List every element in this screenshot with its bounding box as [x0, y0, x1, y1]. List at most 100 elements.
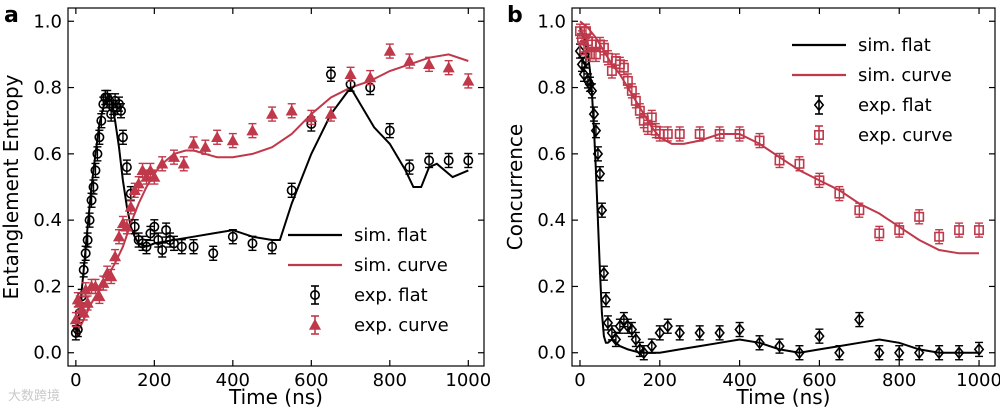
- data-point-exp-flat: [88, 182, 99, 193]
- data-point-exp-flat: [157, 244, 168, 255]
- data-point-exp-flat: [463, 155, 474, 166]
- data-point-exp-flat: [161, 225, 172, 236]
- legend-label: exp. flat: [858, 95, 932, 116]
- data-point-exp-flat: [973, 342, 985, 356]
- y-tick-label: 0.6: [33, 144, 62, 165]
- legend-label: exp. curve: [354, 315, 449, 336]
- data-point-exp-flat: [638, 346, 650, 360]
- data-point-exp-flat: [598, 266, 610, 280]
- data-point-exp-curve: [874, 228, 885, 239]
- x-tick-label: 200: [137, 370, 171, 391]
- y-tick-label: 0.8: [537, 78, 566, 99]
- panel-b-plot-frame: [571, 7, 996, 367]
- y-tick-label: 0.8: [33, 78, 62, 99]
- data-point-exp-curve: [674, 128, 685, 139]
- data-point-exp-curve: [128, 184, 141, 196]
- data-point-exp-curve: [69, 313, 82, 325]
- data-point-exp-curve: [974, 225, 985, 236]
- data-point-exp-flat: [94, 132, 105, 143]
- y-tick-label: 0.0: [537, 343, 566, 364]
- data-point-exp-flat: [96, 115, 107, 126]
- data-point-exp-flat: [694, 326, 705, 340]
- data-point-exp-curve: [794, 158, 805, 169]
- data-point-exp-flat: [90, 165, 101, 176]
- y-tick-label: 0.4: [537, 210, 566, 231]
- data-point-exp-flat: [774, 339, 785, 353]
- x-tick-label: 600: [294, 370, 328, 391]
- data-point-exp-flat: [594, 167, 606, 181]
- y-tick-label: 0.2: [537, 276, 566, 297]
- data-point-exp-curve: [140, 170, 153, 182]
- panel-a-y-axis-label: Entanglement Entropy: [0, 74, 23, 299]
- data-point-exp-curve: [423, 58, 436, 70]
- data-point-exp-flat: [247, 238, 258, 249]
- data-point-exp-curve: [734, 128, 745, 139]
- x-tick-label: 800: [373, 370, 407, 391]
- data-point-exp-flat: [384, 125, 395, 136]
- data-point-exp-curve: [199, 140, 212, 152]
- data-point-exp-curve: [97, 276, 110, 288]
- data-point-exp-curve: [442, 61, 455, 73]
- data-point-exp-curve: [364, 71, 377, 83]
- data-point-exp-flat: [141, 241, 152, 252]
- data-point-exp-curve: [120, 220, 133, 232]
- panel-a-legend: sim. flat sim. curve exp. flat exp. curve: [288, 225, 449, 336]
- data-point-exp-flat: [626, 323, 638, 337]
- y-tick-label: 1.0: [33, 11, 62, 32]
- legend-swatch-marker: [308, 318, 322, 330]
- data-point-exp-flat: [794, 346, 805, 360]
- legend-label: sim. curve: [354, 255, 448, 276]
- data-point-exp-flat: [584, 77, 596, 91]
- data-point-exp-curve: [112, 230, 126, 242]
- data-point-exp-flat: [149, 221, 160, 232]
- data-point-exp-flat: [592, 147, 604, 161]
- data-point-exp-flat: [443, 155, 454, 166]
- data-point-exp-flat: [153, 235, 164, 246]
- data-point-exp-curve: [662, 128, 673, 139]
- data-point-exp-flat: [662, 319, 674, 333]
- data-point-exp-flat: [227, 231, 238, 242]
- data-point-exp-flat: [121, 162, 132, 173]
- data-point-exp-flat: [92, 148, 103, 159]
- data-point-exp-curve: [462, 74, 475, 86]
- data-point-exp-flat: [654, 326, 666, 340]
- data-point-exp-flat: [188, 241, 199, 252]
- data-point-exp-flat: [913, 346, 925, 360]
- data-point-exp-curve: [285, 104, 298, 116]
- panel-b-axes: 0 200 400 600 800 1000 0.0 0.2 0.4 0.6 0.8 1.0: [537, 8, 1000, 391]
- x-tick-label: 0: [70, 370, 81, 391]
- data-point-exp-curve: [584, 49, 595, 60]
- data-point-exp-curve: [89, 280, 102, 292]
- data-point-exp-flat: [754, 336, 765, 350]
- x-tick-label: 800: [882, 370, 916, 391]
- x-tick-label: 1000: [445, 370, 491, 391]
- data-point-exp-curve: [77, 306, 90, 318]
- data-point-exp-flat: [267, 241, 278, 252]
- panel-b-x-axis-label: Time (ns): [735, 385, 830, 409]
- data-point-exp-flat: [78, 264, 89, 275]
- data-point-exp-flat: [176, 241, 187, 252]
- data-point-exp-curve: [246, 124, 259, 136]
- data-point-exp-curve: [132, 177, 145, 189]
- data-point-exp-curve: [344, 68, 357, 79]
- data-point-exp-flat: [630, 333, 642, 346]
- data-point-exp-flat: [115, 105, 126, 116]
- panel-b-letter: b: [507, 3, 523, 28]
- x-tick-label: 400: [722, 370, 756, 391]
- y-tick-label: 1.0: [537, 11, 566, 32]
- panel-a-axes: 0 200 400 600 800 1000 0.0 0.2 0.4 0.6 0.8 1.0: [33, 8, 491, 391]
- data-point-exp-curve: [622, 75, 633, 86]
- data-point-exp-curve: [167, 150, 181, 162]
- x-tick-label: 400: [216, 370, 250, 391]
- data-point-exp-flat: [734, 323, 745, 337]
- data-point-exp-flat: [325, 69, 336, 80]
- data-point-exp-flat: [404, 162, 415, 173]
- data-point-exp-curve: [324, 107, 337, 119]
- data-point-exp-curve: [954, 225, 965, 236]
- data-point-exp-curve: [894, 225, 905, 236]
- legend-swatch-marker: [309, 289, 320, 300]
- legend-swatch-marker: [813, 98, 825, 112]
- data-point-exp-curve: [774, 155, 785, 166]
- data-point-exp-curve: [81, 296, 94, 308]
